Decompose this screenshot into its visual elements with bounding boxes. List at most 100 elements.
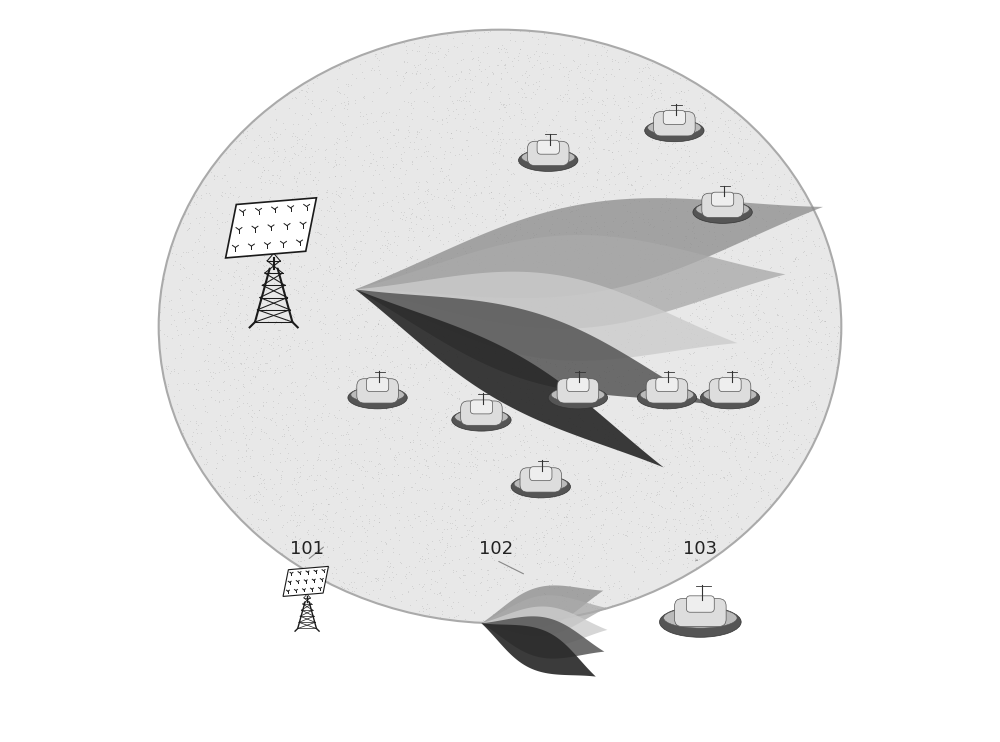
Point <box>752 387 768 398</box>
Point <box>589 166 605 178</box>
Point <box>716 197 732 209</box>
FancyBboxPatch shape <box>530 467 552 481</box>
Point <box>733 522 749 534</box>
Point <box>507 430 523 441</box>
Point <box>569 473 585 485</box>
Point <box>464 525 480 537</box>
Point <box>613 444 629 456</box>
Point <box>674 428 690 440</box>
Text: 101: 101 <box>290 540 324 558</box>
Point <box>328 185 344 197</box>
Point <box>274 413 290 425</box>
Point <box>570 320 586 332</box>
Point <box>314 407 330 419</box>
Point <box>505 379 521 391</box>
Point <box>642 276 658 288</box>
Point <box>520 249 536 260</box>
Point <box>627 231 643 243</box>
Point <box>633 170 649 182</box>
Point <box>783 420 799 432</box>
Point <box>455 564 471 576</box>
Point <box>604 146 620 158</box>
Point <box>582 424 598 436</box>
Point <box>507 558 523 570</box>
Point <box>401 142 417 154</box>
Point <box>280 205 296 217</box>
Point <box>580 574 596 585</box>
Point <box>313 411 329 423</box>
Point <box>260 531 276 542</box>
Point <box>650 272 666 283</box>
Point <box>518 65 534 77</box>
Point <box>491 122 507 134</box>
Point <box>789 194 805 206</box>
Point <box>270 324 286 336</box>
Point <box>808 403 824 415</box>
Point <box>530 295 546 306</box>
Point <box>716 424 732 436</box>
Point <box>793 363 809 375</box>
Point <box>278 231 294 243</box>
Point <box>349 333 365 345</box>
Point <box>465 254 481 266</box>
Point <box>528 521 544 533</box>
Point <box>358 360 374 372</box>
Point <box>630 236 646 248</box>
Point <box>604 53 620 65</box>
Point <box>580 48 596 60</box>
Point <box>498 237 514 249</box>
Point <box>266 125 282 137</box>
Point <box>518 395 534 407</box>
Point <box>486 493 502 505</box>
Point <box>696 275 712 287</box>
Point <box>629 439 645 450</box>
Point <box>240 151 256 162</box>
Point <box>441 591 457 603</box>
Point <box>644 292 660 303</box>
Point <box>238 200 254 212</box>
Point <box>384 487 400 499</box>
Point <box>772 430 788 441</box>
Point <box>622 189 638 201</box>
Point <box>602 226 618 237</box>
Point <box>316 309 332 321</box>
Point <box>568 228 584 240</box>
Point <box>463 355 479 367</box>
Point <box>723 488 739 500</box>
Point <box>237 433 253 444</box>
Point <box>371 125 387 137</box>
Point <box>624 446 640 458</box>
Point <box>766 391 782 403</box>
Point <box>499 451 515 463</box>
FancyBboxPatch shape <box>537 140 559 154</box>
Point <box>549 286 565 298</box>
Point <box>610 99 626 111</box>
Point <box>570 547 586 559</box>
Point <box>663 292 679 303</box>
Point <box>199 316 215 328</box>
Point <box>767 450 783 462</box>
Point <box>234 289 250 301</box>
Point <box>454 531 470 542</box>
Point <box>326 288 342 300</box>
Point <box>530 236 546 248</box>
Point <box>763 348 779 360</box>
Point <box>288 393 304 404</box>
Point <box>270 247 286 259</box>
Point <box>184 430 200 442</box>
Point <box>558 591 574 603</box>
Point <box>552 90 568 102</box>
Point <box>598 238 614 250</box>
Point <box>255 514 271 526</box>
Point <box>352 298 368 309</box>
Point <box>699 421 715 433</box>
Point <box>365 169 381 181</box>
Point <box>602 570 618 582</box>
Point <box>374 299 390 311</box>
Point <box>302 168 318 180</box>
Point <box>234 278 250 290</box>
Point <box>661 103 677 115</box>
Point <box>331 269 347 280</box>
Point <box>522 183 538 194</box>
Point <box>301 295 317 307</box>
